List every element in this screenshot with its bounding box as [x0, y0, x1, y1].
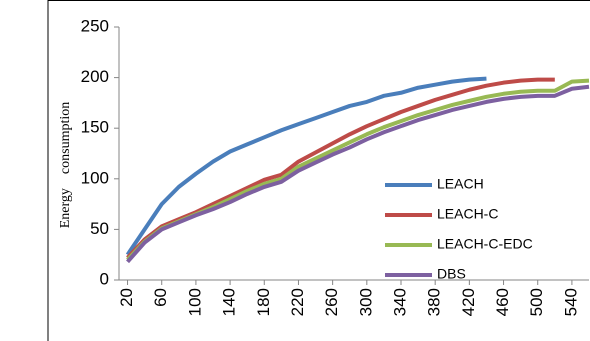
legend-label: LEACH	[437, 176, 484, 192]
line-series	[125, 76, 487, 256]
x-tick-label: 340	[390, 288, 409, 316]
y-axis-label: Energy consumption	[58, 102, 73, 229]
x-tick-label: 180	[254, 288, 273, 316]
x-tick-label: 20	[117, 288, 136, 307]
x-tick-label: 60	[151, 288, 170, 307]
y-tick-label: 0	[100, 269, 109, 288]
x-tick-label: 420	[459, 288, 478, 316]
y-tick-label: 150	[81, 118, 109, 137]
x-tick-label: 460	[493, 288, 512, 316]
y-tick-label: 100	[81, 168, 109, 187]
x-tick-label: 140	[220, 288, 239, 316]
x-tick-label: 260	[322, 288, 341, 316]
y-tick-label: 50	[90, 219, 109, 238]
y-tick-label: 200	[81, 67, 109, 86]
x-tick-label: 380	[425, 288, 444, 316]
legend-label: LEACH-C	[437, 206, 498, 222]
line-series	[126, 78, 590, 262]
y-tick-label: 250	[81, 16, 109, 35]
x-tick-label: 300	[356, 288, 375, 316]
x-tick-label: 100	[185, 288, 204, 316]
x-tick-label: 220	[288, 288, 307, 316]
x-tick-label: 540	[561, 288, 580, 316]
x-tick-label: 500	[527, 288, 546, 316]
legend-label: LEACH-C-EDC	[437, 236, 533, 252]
line-series	[126, 84, 590, 264]
line-series	[126, 77, 555, 260]
legend-label: DBS	[437, 266, 466, 282]
